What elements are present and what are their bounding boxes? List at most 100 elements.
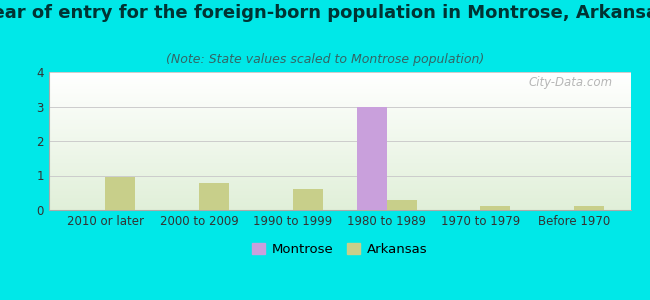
- Bar: [49, 115, 630, 116]
- Bar: [49, 90, 630, 91]
- Bar: [49, 140, 630, 141]
- Bar: [49, 182, 630, 184]
- Bar: [49, 178, 630, 180]
- Bar: [49, 163, 630, 164]
- Bar: [49, 202, 630, 203]
- Bar: [49, 181, 630, 182]
- Bar: [49, 109, 630, 111]
- Bar: [49, 145, 630, 146]
- Bar: [49, 173, 630, 174]
- Bar: [49, 188, 630, 189]
- Bar: [49, 72, 630, 74]
- Bar: [49, 127, 630, 129]
- Bar: [105, 177, 135, 210]
- Bar: [49, 159, 630, 160]
- Bar: [49, 164, 630, 166]
- Bar: [49, 171, 630, 173]
- Bar: [199, 183, 229, 210]
- Bar: [387, 200, 417, 210]
- Bar: [49, 207, 630, 208]
- Bar: [49, 124, 630, 126]
- Bar: [49, 119, 630, 120]
- Bar: [49, 116, 630, 118]
- Bar: [49, 82, 630, 83]
- Bar: [49, 77, 630, 79]
- Bar: [49, 195, 630, 196]
- Bar: [49, 111, 630, 112]
- Bar: [49, 203, 630, 205]
- Bar: [49, 104, 630, 105]
- Bar: [49, 101, 630, 102]
- Text: (Note: State values scaled to Montrose population): (Note: State values scaled to Montrose p…: [166, 52, 484, 65]
- Bar: [49, 149, 630, 151]
- Bar: [49, 74, 630, 75]
- Bar: [49, 142, 630, 144]
- Bar: [49, 205, 630, 206]
- Bar: [574, 206, 605, 210]
- Bar: [49, 88, 630, 90]
- Bar: [480, 206, 510, 210]
- Bar: [49, 136, 630, 137]
- Bar: [49, 95, 630, 97]
- Bar: [49, 194, 630, 195]
- Bar: [49, 176, 630, 177]
- Bar: [49, 129, 630, 130]
- Bar: [49, 198, 630, 199]
- Bar: [49, 79, 630, 80]
- Bar: [49, 118, 630, 119]
- Bar: [49, 134, 630, 136]
- Bar: [49, 94, 630, 95]
- Bar: [49, 84, 630, 86]
- Bar: [49, 123, 630, 124]
- Bar: [49, 137, 630, 138]
- Bar: [49, 100, 630, 101]
- Bar: [49, 86, 630, 87]
- Text: Year of entry for the foreign-born population in Montrose, Arkansas: Year of entry for the foreign-born popul…: [0, 4, 650, 22]
- Bar: [49, 185, 630, 187]
- Bar: [49, 131, 630, 133]
- Bar: [49, 76, 630, 77]
- Bar: [49, 144, 630, 145]
- Bar: [49, 83, 630, 84]
- Bar: [49, 87, 630, 88]
- Bar: [49, 184, 630, 185]
- Bar: [49, 122, 630, 123]
- Bar: [292, 189, 323, 210]
- Bar: [49, 208, 630, 210]
- Bar: [49, 138, 630, 140]
- Bar: [49, 177, 630, 178]
- Bar: [49, 146, 630, 148]
- Text: City-Data.com: City-Data.com: [529, 76, 613, 89]
- Bar: [49, 148, 630, 149]
- Bar: [49, 196, 630, 198]
- Bar: [49, 200, 630, 202]
- Bar: [49, 189, 630, 191]
- Bar: [49, 187, 630, 188]
- Bar: [49, 167, 630, 169]
- Bar: [49, 133, 630, 134]
- Bar: [49, 153, 630, 155]
- Bar: [49, 97, 630, 98]
- Bar: [49, 155, 630, 156]
- Bar: [49, 80, 630, 82]
- Bar: [49, 102, 630, 104]
- Bar: [49, 126, 630, 127]
- Bar: [49, 151, 630, 152]
- Bar: [356, 106, 387, 210]
- Bar: [49, 120, 630, 122]
- Legend: Montrose, Arkansas: Montrose, Arkansas: [247, 237, 432, 261]
- Bar: [49, 180, 630, 181]
- Bar: [49, 152, 630, 153]
- Bar: [49, 75, 630, 76]
- Bar: [49, 112, 630, 113]
- Bar: [49, 169, 630, 170]
- Bar: [49, 206, 630, 207]
- Bar: [49, 113, 630, 115]
- Bar: [49, 130, 630, 131]
- Bar: [49, 166, 630, 167]
- Bar: [49, 170, 630, 171]
- Bar: [49, 160, 630, 162]
- Bar: [49, 93, 630, 94]
- Bar: [49, 174, 630, 176]
- Bar: [49, 105, 630, 106]
